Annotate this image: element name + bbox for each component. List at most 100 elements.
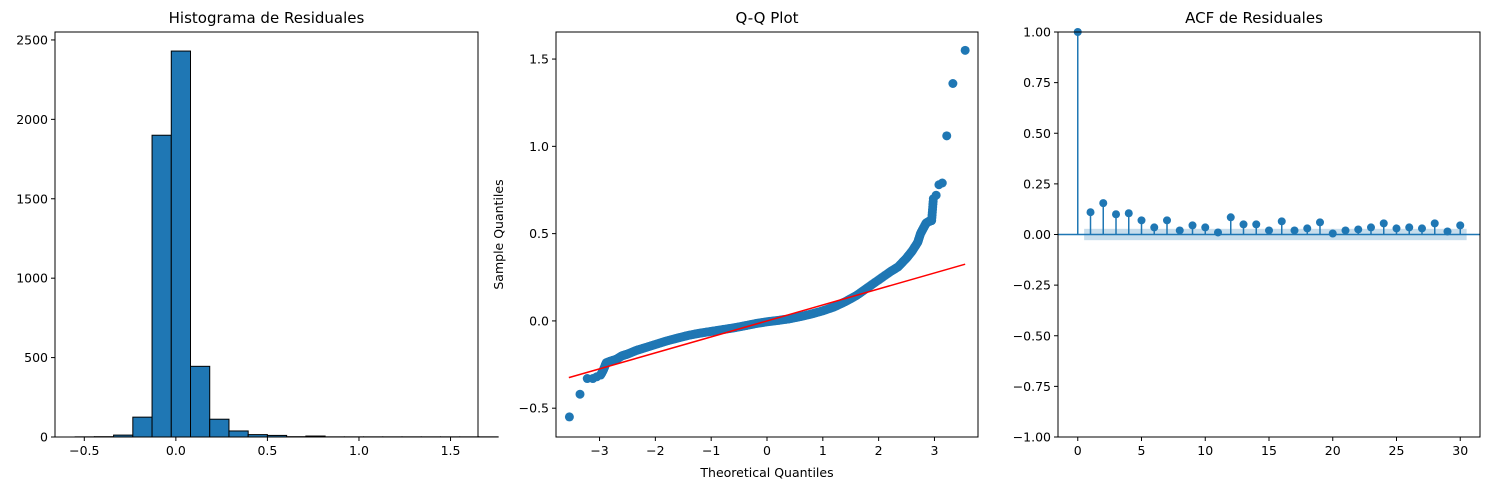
acf-marker — [1392, 224, 1401, 233]
acf-x-tick-label: 15 — [1261, 443, 1277, 458]
qq-x-tick-label: −1 — [702, 443, 720, 458]
acf-y-tick-label: −0.75 — [1013, 379, 1051, 394]
histogram-x-tick-label: −0.5 — [69, 443, 99, 458]
qq-x-tick-label: 2 — [875, 443, 883, 458]
qq-plot-frame — [555, 31, 979, 438]
acf-marker — [1277, 217, 1286, 226]
qq-point — [960, 45, 970, 55]
histogram-bar — [190, 365, 211, 438]
histogram-bar — [170, 50, 192, 438]
qq-y-tick-label: 0.0 — [529, 313, 549, 328]
qq-x-tick-label: −2 — [646, 443, 664, 458]
acf-marker — [1290, 226, 1299, 235]
acf-stems — [1073, 28, 1465, 238]
acf-frame — [1057, 31, 1481, 438]
histogram-y-tick-label: 2500 — [16, 32, 48, 47]
qq-y-tick-label: −0.5 — [519, 401, 549, 416]
qq-point — [564, 412, 574, 422]
acf-y-ticks: −1.00 −0.75 −0.50 −0.25 0.00 0.25 0.50 0.75 1.00 — [1013, 25, 1058, 445]
qq-y-tick-label: 0.5 — [529, 226, 549, 241]
acf-marker — [1341, 226, 1350, 235]
acf-marker — [1137, 216, 1146, 225]
acf-x-tick-label: 20 — [1325, 443, 1341, 458]
acf-marker — [1252, 220, 1261, 229]
histogram-panel: Histograma de Residuales −0.5 0.0 0.5 1.0 1.… — [16, 9, 499, 458]
acf-marker — [1175, 226, 1184, 235]
acf-y-tick-label: −1.00 — [1013, 430, 1051, 445]
acf-marker — [1328, 229, 1337, 238]
acf-y-tick-label: −0.50 — [1013, 328, 1051, 343]
acf-marker — [1456, 221, 1465, 230]
acf-marker — [1366, 223, 1375, 232]
qq-point — [931, 190, 941, 200]
qq-point — [942, 131, 952, 141]
qq-x-tick-label: −3 — [590, 443, 608, 458]
qq-plot-title: Q-Q Plot — [735, 9, 798, 27]
qq-y-tick-label: 1.5 — [529, 52, 549, 67]
histogram-y-tick-label: 1000 — [16, 271, 48, 286]
acf-x-tick-label: 30 — [1452, 443, 1468, 458]
qq-x-tick-label: 0 — [763, 443, 771, 458]
qq-y-ticks: −0.5 0.0 0.5 1.0 1.5 — [519, 52, 556, 416]
acf-x-tick-label: 10 — [1197, 443, 1213, 458]
histogram-bar — [151, 134, 172, 438]
acf-marker — [1443, 227, 1452, 236]
histogram-bar — [209, 418, 230, 438]
histogram-y-ticks: 0 500 1000 1500 2000 2500 — [16, 32, 55, 445]
qq-plot-panel: Q-Q Plot −3 −2 −1 0 1 2 3 −0.5 0.0 0.5 1.0 1.5 The… — [491, 9, 979, 480]
histogram-bar — [132, 416, 153, 438]
acf-marker — [1112, 210, 1121, 219]
qq-y-tick-label: 1.0 — [529, 139, 549, 154]
histogram-y-tick-label: 1500 — [16, 191, 48, 206]
acf-marker — [1265, 226, 1273, 235]
acf-x-ticks: 0 5 10 15 20 25 30 — [1074, 437, 1468, 458]
histogram-y-tick-label: 500 — [24, 350, 48, 365]
acf-y-tick-label: 0.00 — [1023, 227, 1051, 242]
histogram-y-tick-label: 2000 — [16, 112, 48, 127]
qq-point — [575, 389, 585, 399]
acf-x-tick-label: 0 — [1074, 443, 1082, 458]
histogram-x-tick-label: 0.0 — [166, 443, 186, 458]
qq-x-ticks: −3 −2 −1 0 1 2 3 — [590, 437, 938, 458]
acf-marker — [1379, 219, 1388, 228]
qq-y-axis-label: Sample Quantiles — [491, 179, 506, 289]
acf-x-tick-label: 5 — [1138, 443, 1146, 458]
histogram-title: Histograma de Residuales — [169, 9, 365, 27]
acf-y-tick-label: −0.25 — [1013, 278, 1051, 293]
acf-marker — [1405, 223, 1414, 232]
qq-point — [948, 78, 958, 88]
acf-marker — [1430, 219, 1439, 228]
acf-x-tick-label: 25 — [1389, 443, 1405, 458]
qq-x-axis-label: Theoretical Quantiles — [699, 465, 833, 480]
qq-x-tick-label: 1 — [819, 443, 827, 458]
acf-marker — [1163, 216, 1172, 225]
acf-y-tick-label: 0.25 — [1023, 176, 1051, 191]
acf-marker — [1124, 209, 1133, 218]
acf-marker — [1239, 220, 1248, 229]
qq-x-tick-label: 3 — [930, 443, 938, 458]
acf-marker — [1099, 199, 1108, 208]
acf-marker — [1303, 224, 1312, 233]
acf-marker — [1214, 228, 1223, 237]
acf-marker — [1315, 218, 1324, 227]
histogram-bar — [228, 430, 249, 438]
acf-marker — [1150, 223, 1159, 232]
acf-marker — [1417, 224, 1426, 233]
qq-reference-line — [568, 263, 966, 379]
qq-points — [564, 45, 970, 422]
histogram-x-tick-label: 0.5 — [257, 443, 277, 458]
acf-y-tick-label: 0.50 — [1023, 126, 1051, 141]
acf-marker — [1201, 223, 1210, 232]
acf-marker — [1188, 221, 1197, 230]
histogram-frame — [54, 31, 479, 438]
acf-y-tick-label: 0.75 — [1023, 75, 1051, 90]
acf-title: ACF de Residuales — [1185, 9, 1323, 27]
histogram-bars — [74, 50, 499, 438]
qq-point — [937, 178, 947, 188]
acf-marker — [1086, 208, 1095, 217]
histogram-x-ticks: −0.5 0.0 0.5 1.0 1.5 — [69, 437, 460, 458]
acf-marker — [1226, 213, 1235, 222]
histogram-x-tick-label: 1.0 — [349, 443, 369, 458]
histogram-x-tick-label: 1.5 — [441, 443, 461, 458]
